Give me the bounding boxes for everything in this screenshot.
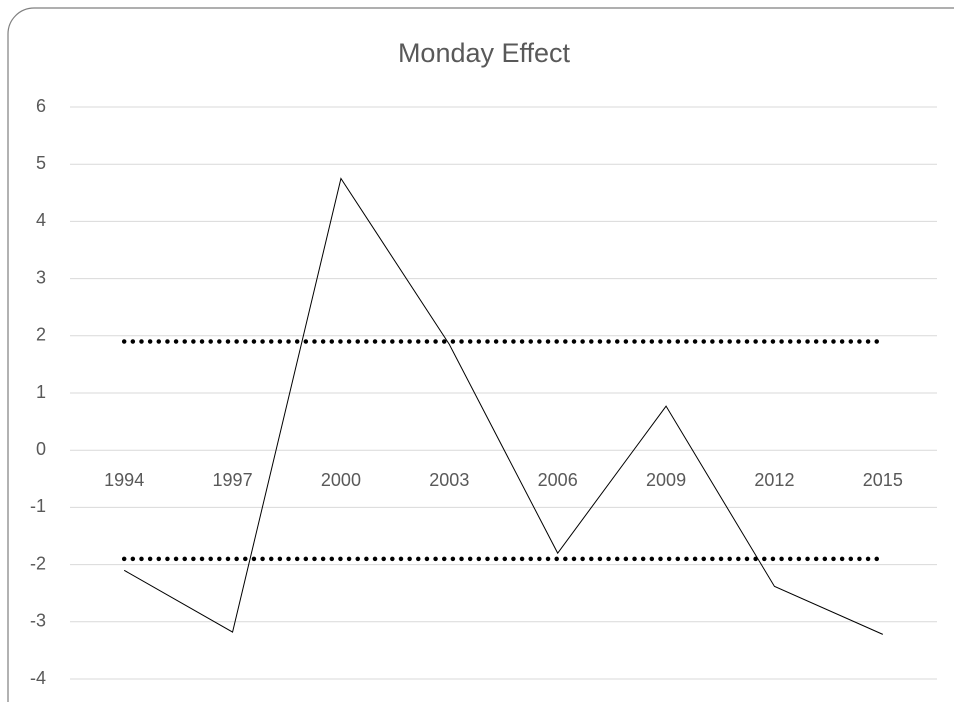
y-tick-label: 2 bbox=[36, 325, 46, 345]
y-tick-label: -3 bbox=[30, 611, 46, 631]
x-tick-label: 2006 bbox=[538, 470, 578, 490]
y-tick-label: 0 bbox=[36, 439, 46, 459]
y-tick-label: -4 bbox=[30, 668, 46, 688]
x-tick-label: 2000 bbox=[321, 470, 361, 490]
data-line bbox=[123, 177, 884, 635]
y-tick-label: 5 bbox=[36, 153, 46, 173]
y-tick-label: 1 bbox=[36, 382, 46, 402]
chart-frame bbox=[7, 7, 954, 702]
y-tick-label: -1 bbox=[30, 496, 46, 516]
x-tick-label: 2009 bbox=[646, 470, 686, 490]
x-tick-label: 1997 bbox=[213, 470, 253, 490]
y-tick-label: 6 bbox=[36, 96, 46, 116]
x-tick-label: 1994 bbox=[104, 470, 144, 490]
chart-title: Monday Effect bbox=[398, 38, 571, 68]
x-tick-label: 2015 bbox=[863, 470, 903, 490]
y-tick-label: 4 bbox=[36, 210, 46, 230]
y-tick-label: -2 bbox=[30, 553, 46, 573]
x-tick-label: 2012 bbox=[754, 470, 794, 490]
x-tick-label: 2003 bbox=[429, 470, 469, 490]
y-tick-label: 3 bbox=[36, 267, 46, 287]
